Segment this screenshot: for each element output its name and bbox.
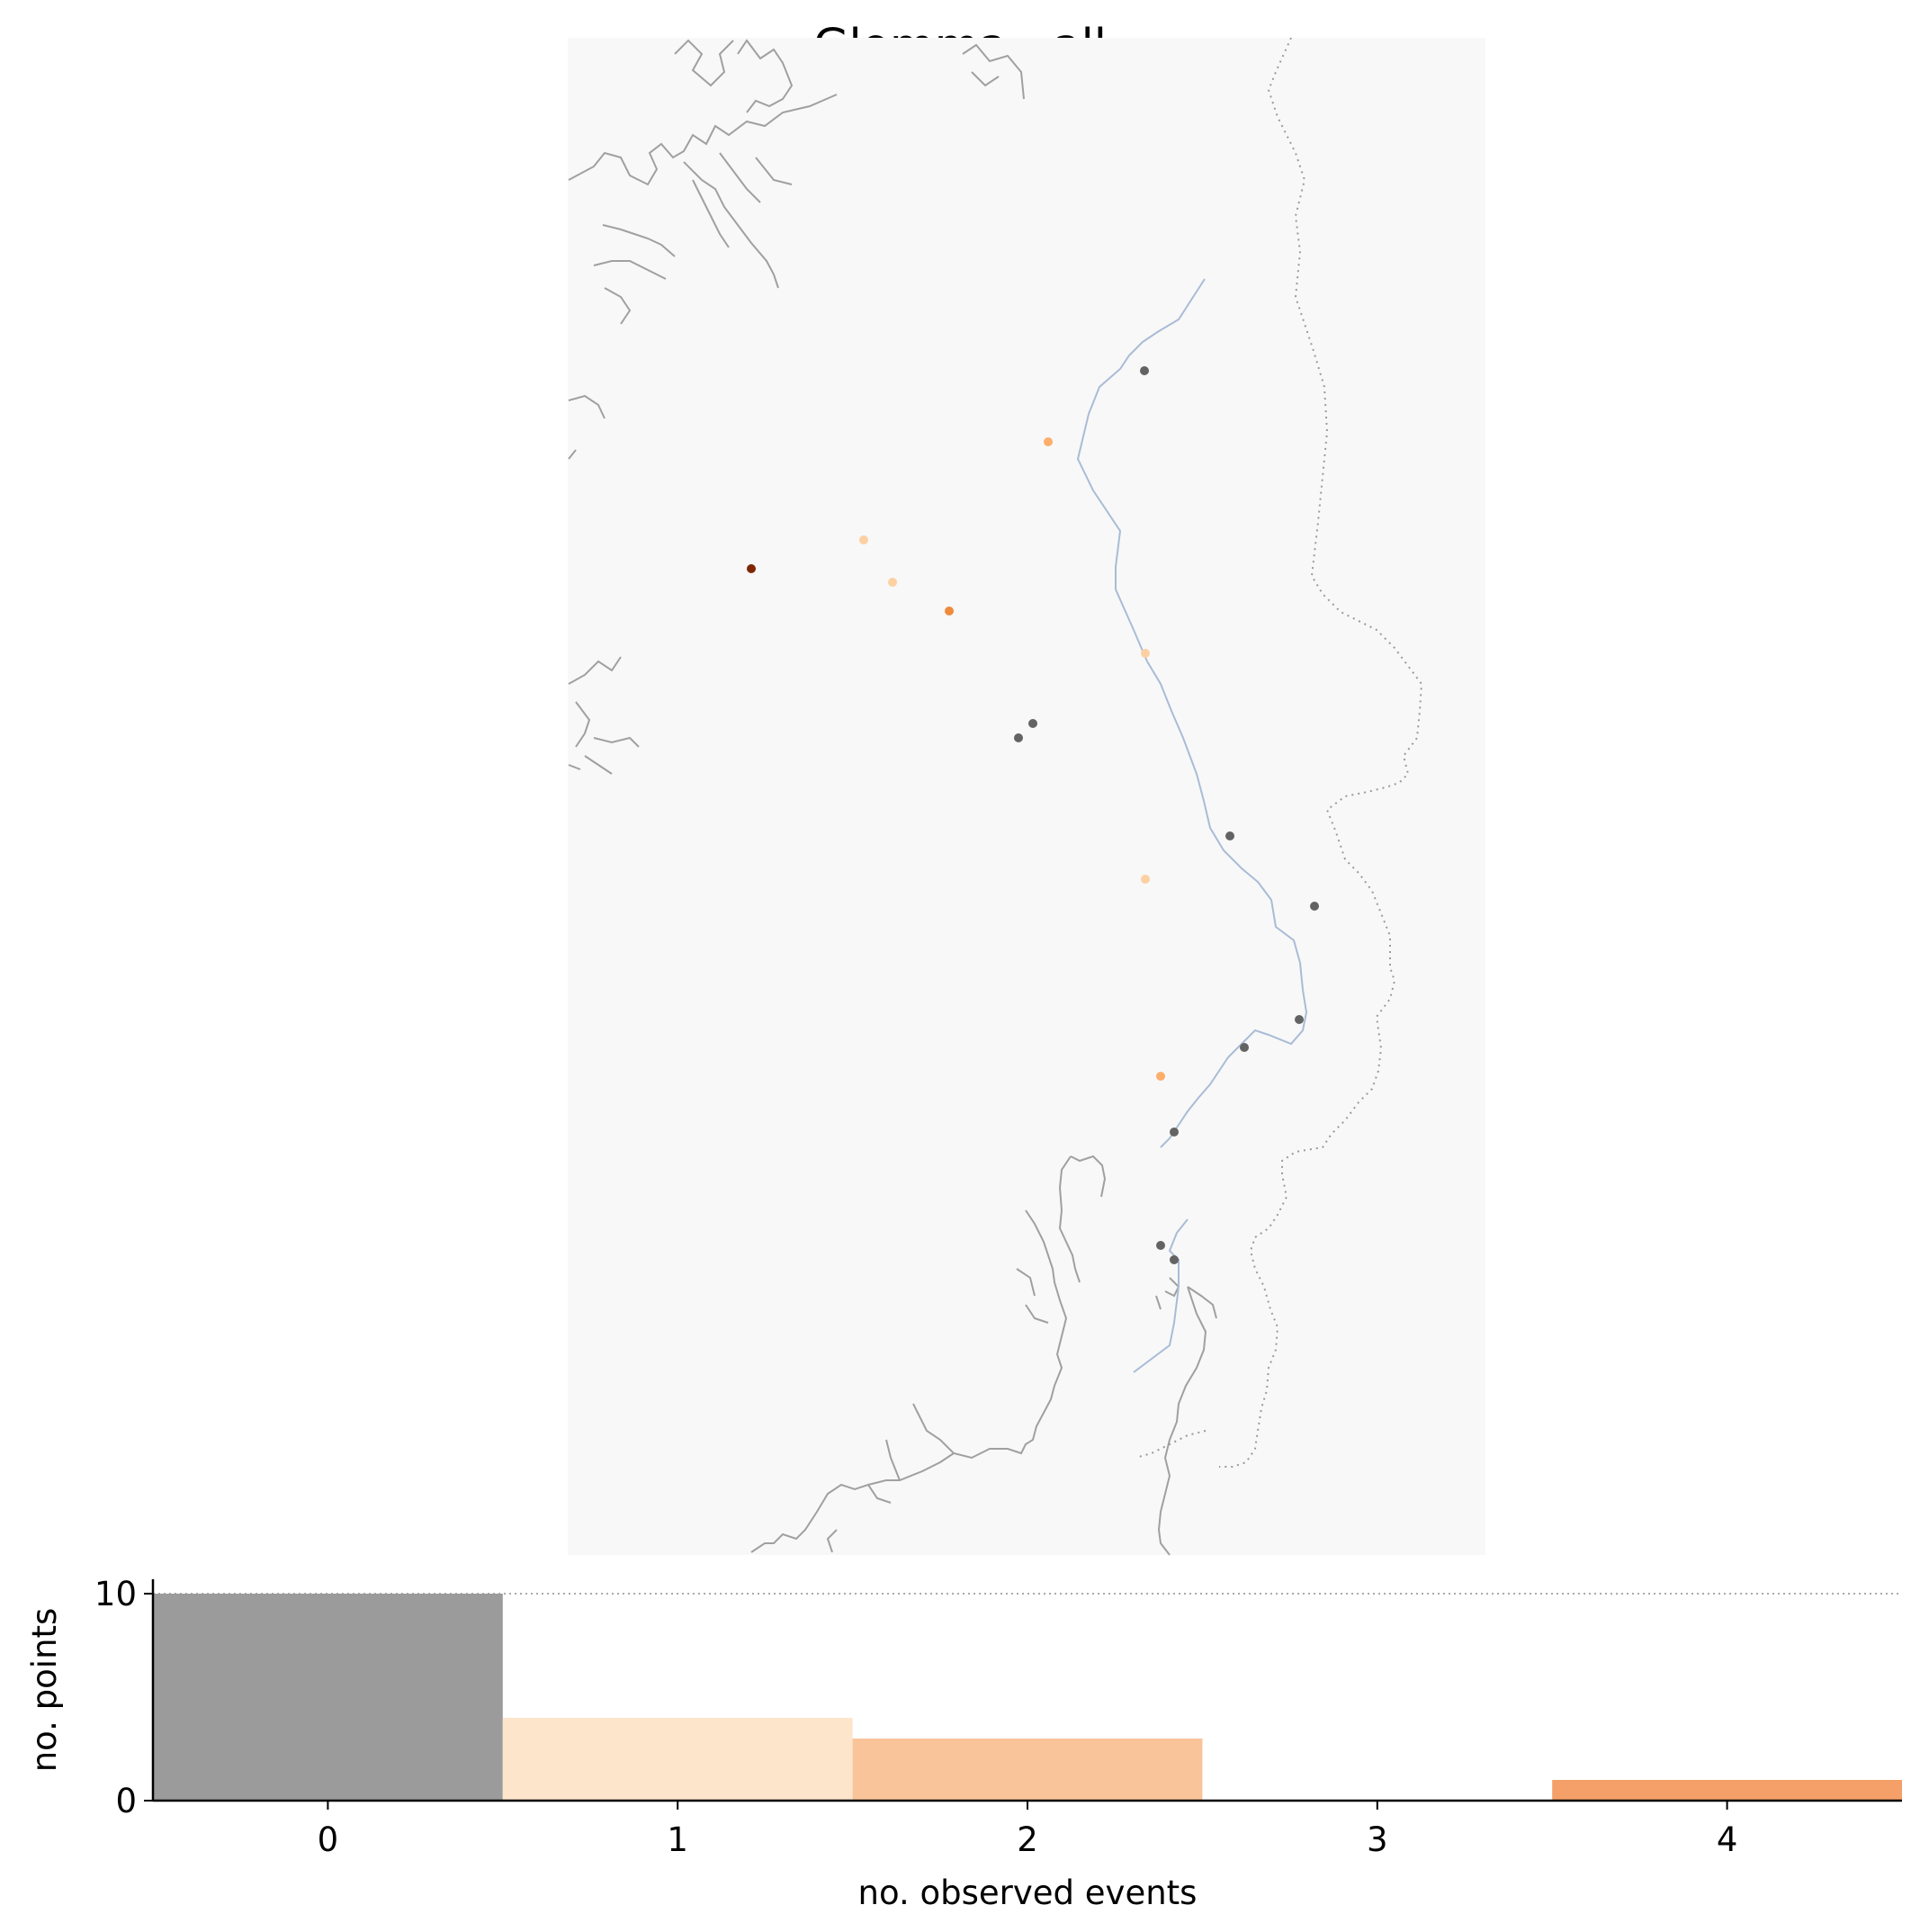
map-point	[859, 535, 868, 544]
y-tick-label: 10	[94, 1575, 137, 1613]
map-land-background	[568, 38, 1485, 1555]
map-point	[1141, 875, 1150, 884]
map-points	[747, 366, 1319, 1264]
map-point	[1014, 733, 1023, 742]
x-tick-label: 1	[667, 1820, 688, 1859]
y-ticks: 0 10	[94, 1575, 153, 1820]
map-point	[1170, 1128, 1179, 1137]
border-line	[1135, 37, 1423, 1468]
histogram-bars	[153, 1594, 1902, 1801]
map-point	[1156, 1241, 1165, 1250]
map-point	[1156, 1072, 1165, 1081]
map-point	[1310, 902, 1319, 911]
map-point	[1170, 1255, 1179, 1264]
histogram-bar	[153, 1594, 503, 1801]
map-point	[1240, 1043, 1249, 1052]
map-point	[1028, 719, 1037, 728]
river-lines	[1076, 278, 1308, 1373]
x-tick-label: 2	[1017, 1820, 1038, 1859]
histogram-bar	[502, 1718, 853, 1801]
x-tick-label: 3	[1367, 1820, 1388, 1859]
coastline-lines	[568, 39, 1217, 1556]
map-point	[1295, 1015, 1304, 1024]
x-axis-label: no. observed events	[858, 1874, 1198, 1912]
x-tick-label: 4	[1717, 1820, 1738, 1859]
map-point	[1044, 437, 1053, 446]
x-ticks: 0 1 2 3 4	[318, 1801, 1738, 1859]
x-tick-label: 0	[318, 1820, 339, 1859]
histogram-bar	[1552, 1780, 1902, 1801]
map-point	[945, 607, 954, 616]
map-point	[1140, 366, 1149, 375]
map-panel	[568, 37, 1485, 1556]
y-axis-label: no. points	[25, 1608, 64, 1773]
map-point	[1141, 649, 1150, 658]
histogram-panel: 0 1 2 3 4 0 10 no. observed events no. points	[25, 1575, 1902, 1912]
map-point	[888, 578, 897, 587]
histogram-bar	[852, 1739, 1203, 1801]
map-point	[1225, 831, 1234, 840]
y-tick-label: 0	[115, 1782, 137, 1820]
map-point	[747, 564, 756, 573]
